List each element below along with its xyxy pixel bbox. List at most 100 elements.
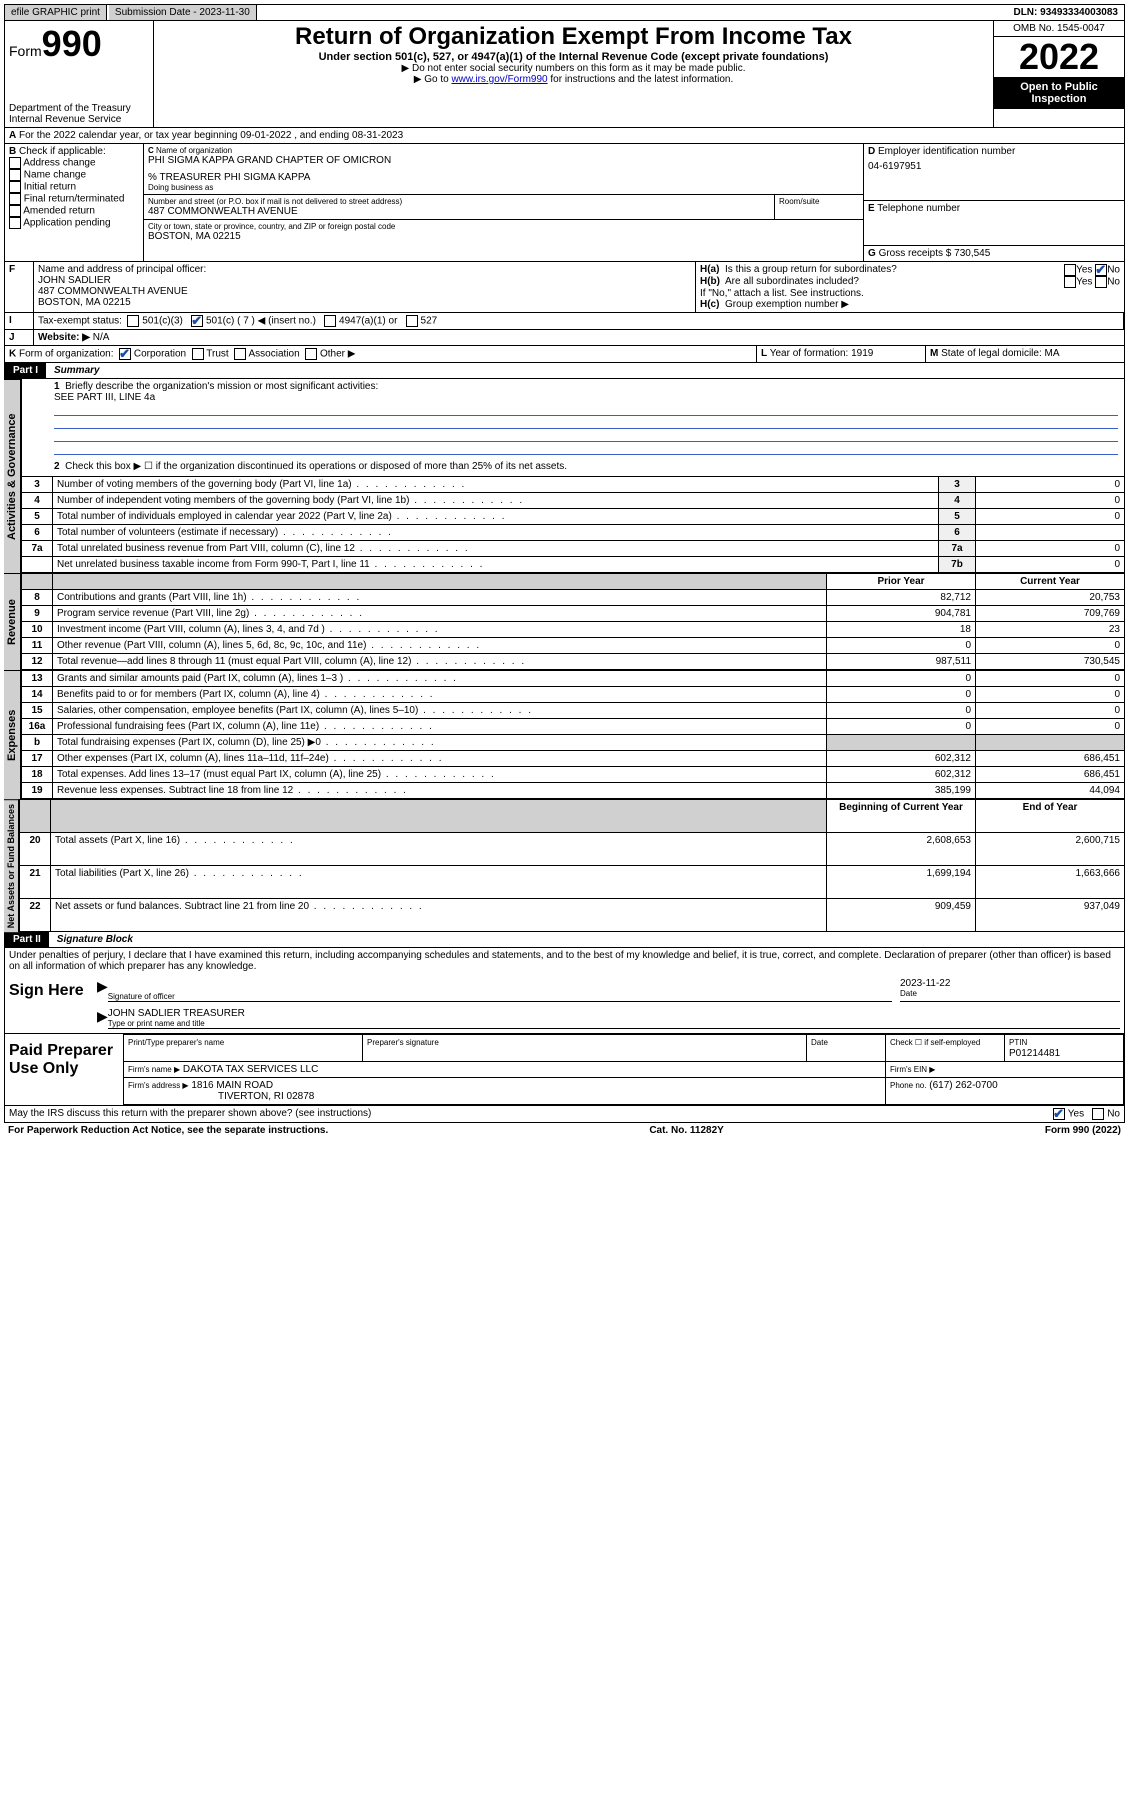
signature-date: 2023-11-22 <box>900 978 1120 989</box>
identity-block: B Check if applicable: Address change Na… <box>4 144 1125 262</box>
governance-table: 3Number of voting members of the governi… <box>21 476 1125 573</box>
vtab-revenue: Revenue <box>4 573 21 670</box>
ptin: P01214481 <box>1009 1048 1060 1059</box>
discontinued-label: Check this box ▶ ☐ if the organization d… <box>65 461 567 472</box>
firm-addr2: TIVERTON, RI 02878 <box>218 1091 314 1102</box>
revenue-section: Revenue Prior YearCurrent Year8Contribut… <box>4 573 1125 670</box>
expenses-table: 13Grants and similar amounts paid (Part … <box>21 670 1125 799</box>
dln: DLN: 93493334003083 <box>1007 5 1124 20</box>
chk-other[interactable] <box>305 348 317 360</box>
page-footer: For Paperwork Reduction Act Notice, see … <box>4 1123 1125 1138</box>
year-formation: 1919 <box>851 348 873 359</box>
vtab-net-assets: Net Assets or Fund Balances <box>4 799 19 932</box>
ein-value: 04-6197951 <box>868 161 1120 172</box>
revenue-table: Prior YearCurrent Year8Contributions and… <box>21 573 1125 670</box>
chk-assoc[interactable] <box>234 348 246 360</box>
net-assets-table: Beginning of Current YearEnd of Year20To… <box>19 799 1125 932</box>
website-value: N/A <box>93 332 110 343</box>
part2-header: Part II Signature Block <box>4 932 1125 948</box>
website-row: J Website: ▶ N/A <box>4 330 1125 346</box>
group-return-label: Is this a group return for subordinates? <box>725 264 897 275</box>
net-assets-section: Net Assets or Fund Balances Beginning of… <box>4 799 1125 932</box>
perjury-declaration: Under penalties of perjury, I declare th… <box>4 948 1125 974</box>
omb-number: OMB No. 1545-0047 <box>994 21 1124 37</box>
state-domicile: MA <box>1045 348 1060 359</box>
sign-here-label: Sign Here <box>5 974 93 1033</box>
paid-preparer-block: Paid Preparer Use Only Print/Type prepar… <box>4 1034 1125 1106</box>
chk-hb-no[interactable] <box>1095 276 1107 288</box>
submission-date: Submission Date - 2023-11-30 <box>109 5 257 20</box>
vtab-governance: Activities & Governance <box>4 379 21 573</box>
chk-initial-return[interactable] <box>9 181 21 193</box>
subordinates-note: If "No," attach a list. See instructions… <box>700 288 1120 299</box>
part1-header: Part I Summary <box>4 363 1125 379</box>
vtab-expenses: Expenses <box>4 670 21 799</box>
phone-label: Telephone number <box>877 203 960 214</box>
chk-hb-yes[interactable] <box>1064 276 1076 288</box>
ein-label: Employer identification number <box>878 146 1015 157</box>
chk-name-change[interactable] <box>9 169 21 181</box>
exempt-website-block: I Tax-exempt status: 501(c)(3) 501(c) ( … <box>4 313 1125 330</box>
mission-text: SEE PART III, LINE 4a <box>54 392 155 403</box>
chk-527[interactable] <box>406 315 418 327</box>
form-subtitle: Under section 501(c), 527, or 4947(a)(1)… <box>160 51 987 63</box>
room-label: Room/suite <box>779 197 859 206</box>
officer-group-block: F Name and address of principal officer:… <box>4 262 1125 313</box>
tax-period: A For the 2022 calendar year, or tax yea… <box>4 128 1125 144</box>
cat-no: Cat. No. 11282Y <box>649 1125 723 1136</box>
street-address: 487 COMMONWEALTH AVENUE <box>148 206 770 217</box>
chk-trust[interactable] <box>192 348 204 360</box>
discuss-row: May the IRS discuss this return with the… <box>4 1106 1125 1123</box>
org-name: PHI SIGMA KAPPA GRAND CHAPTER OF OMICRON <box>148 155 859 166</box>
gross-receipts-label: Gross receipts $ <box>879 248 952 259</box>
city-state-zip: BOSTON, MA 02215 <box>148 231 859 242</box>
officer-name: JOHN SADLIER <box>38 275 691 286</box>
officer-city: BOSTON, MA 02215 <box>38 297 691 308</box>
expenses-section: Expenses 13Grants and similar amounts pa… <box>4 670 1125 799</box>
pra-notice: For Paperwork Reduction Act Notice, see … <box>8 1125 328 1136</box>
chk-amended-return[interactable] <box>9 205 21 217</box>
tax-year: 2022 <box>994 37 1124 77</box>
paid-preparer-label: Paid Preparer Use Only <box>5 1034 123 1105</box>
chk-501c3[interactable] <box>127 315 139 327</box>
chk-address-change[interactable] <box>9 157 21 169</box>
irs-link[interactable]: www.irs.gov/Form990 <box>451 74 547 85</box>
chk-corp[interactable] <box>119 348 131 360</box>
date-label: Date <box>900 989 1120 998</box>
dept-label: Department of the Treasury <box>9 103 149 114</box>
sign-here-block: Sign Here ▶ Signature of officer 2023-11… <box>4 974 1125 1034</box>
check-applicable-label: Check if applicable: <box>19 146 106 157</box>
form-ref: Form 990 (2022) <box>1045 1125 1121 1136</box>
chk-final-return[interactable] <box>9 193 21 205</box>
group-exemption-label: Group exemption number ▶ <box>725 299 849 310</box>
part1-body: Activities & Governance 1 Briefly descri… <box>4 379 1125 573</box>
chk-4947[interactable] <box>324 315 336 327</box>
firm-phone: (617) 262-0700 <box>929 1080 997 1091</box>
addr-label: Number and street (or P.O. box if mail i… <box>148 197 770 206</box>
top-bar: efile GRAPHIC print Submission Date - 20… <box>4 4 1125 21</box>
form-org-row: K Form of organization: Corporation Trus… <box>4 346 1125 363</box>
officer-addr: 487 COMMONWEALTH AVENUE <box>38 286 691 297</box>
chk-discuss-no[interactable] <box>1092 1108 1104 1120</box>
open-inspection: Open to Public Inspection <box>994 77 1124 109</box>
chk-discuss-yes[interactable] <box>1053 1108 1065 1120</box>
city-label: City or town, state or province, country… <box>148 222 859 231</box>
firm-addr1: 1816 MAIN ROAD <box>191 1080 273 1091</box>
form-title: Return of Organization Exempt From Incom… <box>160 23 987 51</box>
note-link: ▶ Go to www.irs.gov/Form990 for instruct… <box>160 74 987 85</box>
gross-receipts: 730,545 <box>954 248 990 259</box>
note-ssn: ▶ Do not enter social security numbers o… <box>160 63 987 74</box>
signature-officer-label: Signature of officer <box>108 992 892 1001</box>
irs-label: Internal Revenue Service <box>9 114 149 125</box>
chk-application-pending[interactable] <box>9 217 21 229</box>
officer-printed-name: JOHN SADLIER TREASURER <box>108 1008 1120 1019</box>
officer-hint: Type or print name and title <box>108 1019 1120 1028</box>
chk-501c[interactable] <box>191 315 203 327</box>
tax-exempt-label: Tax-exempt status: <box>38 316 122 327</box>
chk-ha-yes[interactable] <box>1064 264 1076 276</box>
chk-ha-no[interactable] <box>1095 264 1107 276</box>
officer-label: Name and address of principal officer: <box>38 264 691 275</box>
efile-label[interactable]: efile GRAPHIC print <box>5 5 107 20</box>
subordinates-label: Are all subordinates included? <box>725 276 859 287</box>
care-of: % TREASURER PHI SIGMA KAPPA <box>148 172 859 183</box>
